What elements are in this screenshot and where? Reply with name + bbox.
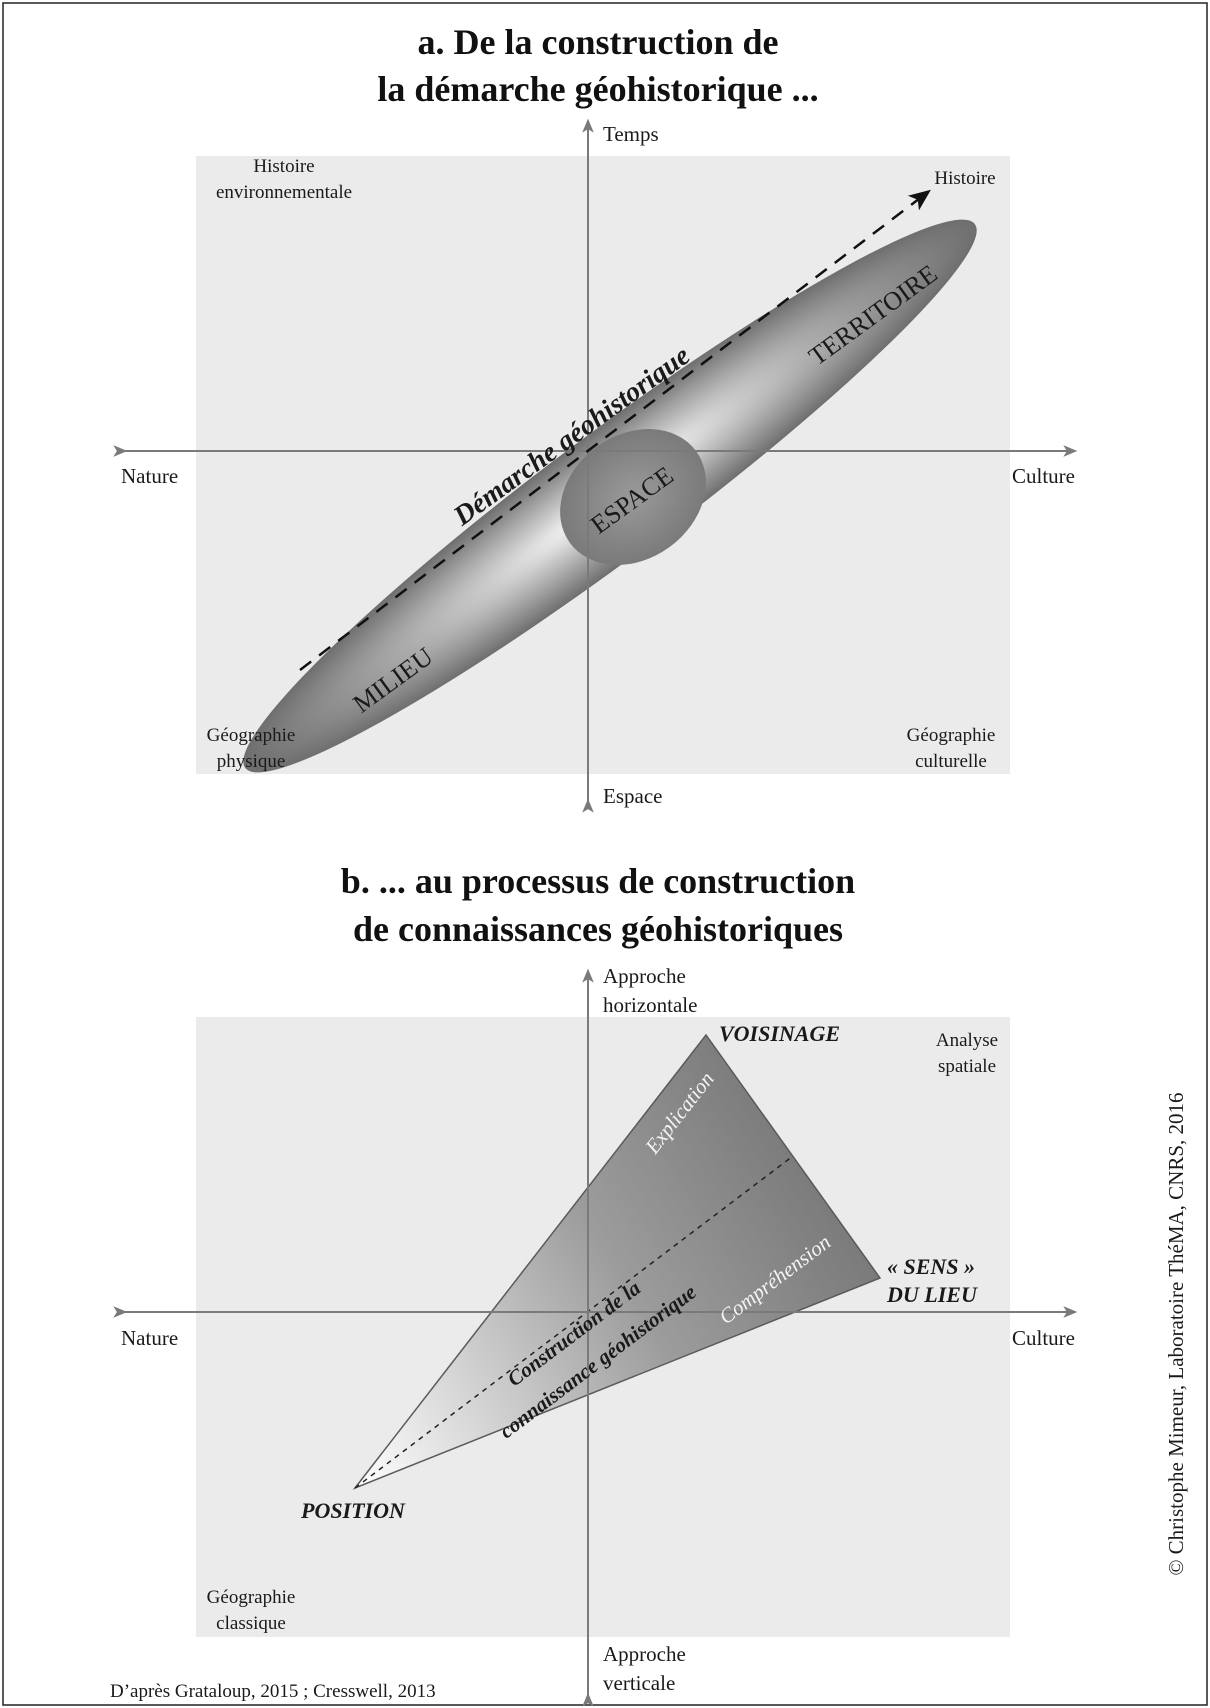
vertex-voisinage: VOISINAGE — [719, 1021, 840, 1046]
corner-histoire-env-line1: Histoire — [253, 156, 314, 177]
knowledge-triangle — [352, 1033, 882, 1490]
axis-approche-verticale-line2: verticale — [603, 1671, 675, 1695]
panel-b-title-line2: de connaissances géohistoriques — [353, 909, 843, 949]
axis-approche-horizontale-line2: horizontale — [603, 993, 697, 1017]
corner-geo-physique-line2: physique — [217, 751, 286, 772]
axis-culture-label-b: Culture — [1012, 1326, 1075, 1350]
corner-geo-culturelle-line2: culturelle — [915, 751, 987, 772]
panel-b: b. ... au processus de construction de c… — [113, 861, 1078, 1707]
corner-analyse-spatiale-line1: Analyse — [936, 1030, 998, 1051]
axis-approche-horizontale-line1: Approche — [603, 964, 686, 988]
vertex-sens-line1: « SENS » — [887, 1254, 975, 1279]
axis-approche-verticale-line1: Approche — [603, 1642, 686, 1666]
axis-culture-label: Culture — [1012, 464, 1075, 488]
source-note: D’après Grataloup, 2015 ; Cresswell, 201… — [110, 1681, 436, 1702]
vertex-position: POSITION — [300, 1498, 406, 1523]
demarche-arrow — [299, 189, 931, 671]
espace-ellipse — [560, 429, 706, 565]
axis-temps-label: Temps — [603, 122, 659, 146]
corner-geo-classique-line2: classique — [216, 1613, 286, 1634]
corner-geo-classique-line1: Géographie — [207, 1587, 296, 1608]
axis-nature-label: Nature — [121, 464, 178, 488]
corner-histoire-env-line2: environnementale — [216, 182, 352, 203]
axis-nature-label-b: Nature — [121, 1326, 178, 1350]
panel-a-title-line2: la démarche géohistorique ... — [377, 69, 818, 109]
axis-espace-label: Espace — [603, 784, 662, 808]
corner-geo-culturelle-line1: Géographie — [907, 725, 996, 746]
corner-histoire: Histoire — [934, 168, 995, 189]
panel-a-title-line1: a. De la construction de — [418, 22, 779, 62]
copyright-note: © Christophe Mimeur, Laboratoire ThéMA, … — [1164, 1092, 1188, 1575]
corner-analyse-spatiale-line2: spatiale — [938, 1056, 996, 1077]
panel-b-title-line1: b. ... au processus de construction — [341, 861, 855, 901]
vertex-sens-line2: DU LIEU — [886, 1282, 978, 1307]
corner-geo-physique-line1: Géographie — [207, 725, 296, 746]
panel-a: a. De la construction de la démarche géo… — [113, 22, 1078, 813]
triangle-bisector — [354, 1155, 794, 1489]
